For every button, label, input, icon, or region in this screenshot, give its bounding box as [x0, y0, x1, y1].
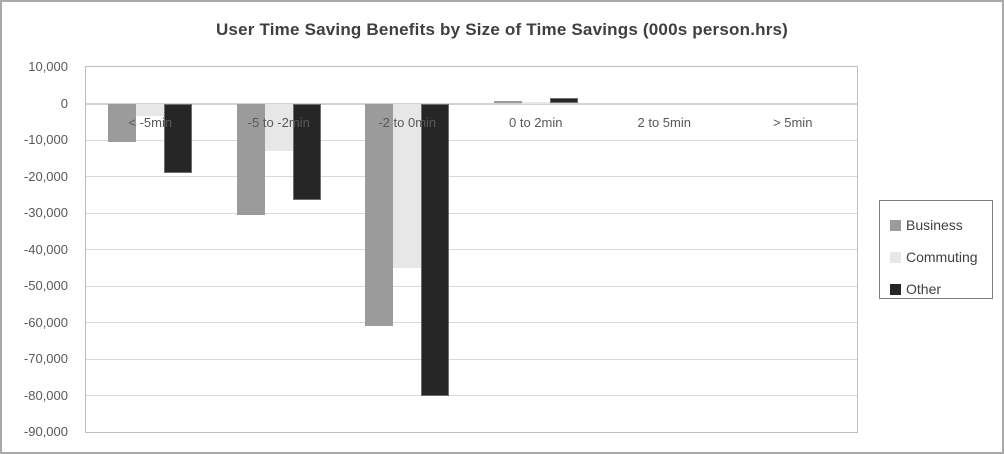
legend-item-other: Other [890, 276, 988, 302]
gridline [86, 322, 857, 323]
bar-other-1 [164, 103, 193, 173]
gridline [86, 212, 857, 214]
bar-other-2 [292, 103, 321, 201]
x-axis-category-label: > 5min [773, 114, 813, 130]
bar-business-2 [236, 103, 265, 215]
y-axis-tick-label: -70,000 [23, 351, 68, 366]
x-axis-category-label: -5 to -2min [247, 114, 310, 130]
legend-item-business: Business [890, 212, 988, 238]
y-axis-tick-label: -80,000 [23, 387, 68, 403]
y-axis-tick-label: -90,000 [23, 424, 68, 439]
x-axis-category-label: -2 to 0min [378, 114, 437, 130]
y-axis-tick-label: -40,000 [23, 241, 68, 257]
gridline [86, 139, 857, 141]
legend-label: Other [906, 281, 942, 297]
legend-label: Commuting [906, 249, 978, 265]
y-axis-tick-label: -50,000 [23, 278, 68, 293]
bar-commuting-4 [521, 102, 550, 104]
gridline [86, 358, 857, 360]
legend-swatch-icon [890, 251, 901, 263]
gridline [86, 285, 857, 287]
bar-business-4 [493, 100, 522, 104]
chart-title: User Time Saving Benefits by Size of Tim… [215, 20, 789, 39]
bar-business-3 [365, 103, 394, 327]
bar-other-3 [421, 103, 450, 396]
y-axis-tick-label: -30,000 [23, 205, 68, 220]
x-axis-category-label: 2 to 5min [637, 114, 691, 130]
plot-area: < -5min -5 to -2min -2 to 0min 0 to 2min 2 t… [85, 66, 858, 433]
legend-swatch-icon [890, 283, 901, 295]
legend: Business Commuting Other [879, 200, 993, 299]
y-axis: 10,000 0 -10,000 -20,000 -30,000 -40,000 -50,0… [2, 2, 68, 452]
y-axis-tick-label: -10,000 [23, 132, 68, 147]
zero-axis-line [86, 102, 857, 105]
gridline [86, 176, 857, 177]
x-axis-category-label: 0 to 2min [509, 114, 563, 130]
bar-other-4 [549, 98, 578, 104]
bar-commuting-3 [393, 103, 422, 268]
bar-business-1 [108, 103, 137, 142]
gridline [86, 249, 857, 250]
legend-item-commuting: Commuting [890, 244, 988, 270]
y-axis-tick-label: -60,000 [23, 314, 68, 330]
gridline [86, 395, 857, 396]
y-axis-tick-label: -20,000 [23, 168, 68, 184]
bar-commuting-2 [264, 103, 293, 151]
x-axis-category-label: < -5min [128, 114, 173, 130]
legend-label: Business [906, 217, 963, 233]
y-axis-tick-label: 0 [60, 95, 68, 111]
y-axis-tick-label: 10,000 [28, 59, 68, 74]
legend-swatch-icon [890, 219, 901, 231]
bar-commuting-1 [136, 103, 165, 117]
